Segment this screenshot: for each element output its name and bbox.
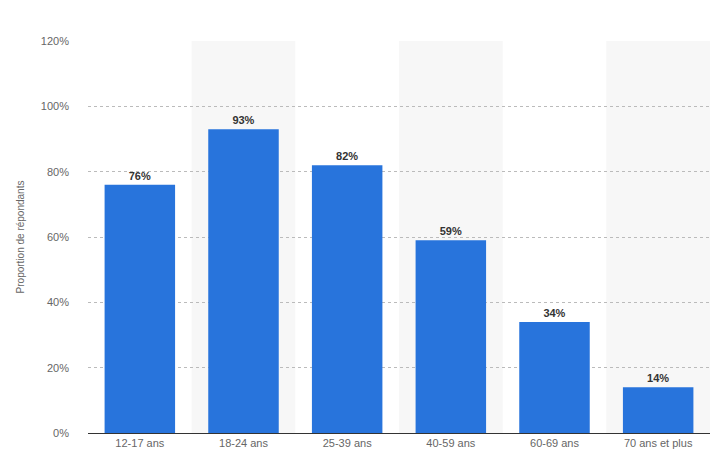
svg-text:70 ans et plus: 70 ans et plus xyxy=(624,437,693,449)
svg-text:34%: 34% xyxy=(543,307,565,319)
svg-text:76%: 76% xyxy=(129,170,151,182)
svg-text:40-59 ans: 40-59 ans xyxy=(426,437,475,449)
svg-text:14%: 14% xyxy=(647,372,669,384)
svg-text:60%: 60% xyxy=(47,231,69,243)
svg-text:93%: 93% xyxy=(232,114,254,126)
svg-text:18-24 ans: 18-24 ans xyxy=(219,437,268,449)
svg-text:82%: 82% xyxy=(336,150,358,162)
svg-text:20%: 20% xyxy=(47,362,69,374)
svg-text:0%: 0% xyxy=(53,427,69,439)
svg-text:100%: 100% xyxy=(41,100,69,112)
svg-text:80%: 80% xyxy=(47,166,69,178)
svg-text:25-39 ans: 25-39 ans xyxy=(323,437,372,449)
svg-text:120%: 120% xyxy=(41,35,69,47)
svg-text:59%: 59% xyxy=(440,225,462,237)
svg-text:12-17 ans: 12-17 ans xyxy=(115,437,164,449)
svg-text:Proportion de répondants: Proportion de répondants xyxy=(15,181,26,294)
svg-text:60-69 ans: 60-69 ans xyxy=(530,437,579,449)
svg-text:40%: 40% xyxy=(47,296,69,308)
